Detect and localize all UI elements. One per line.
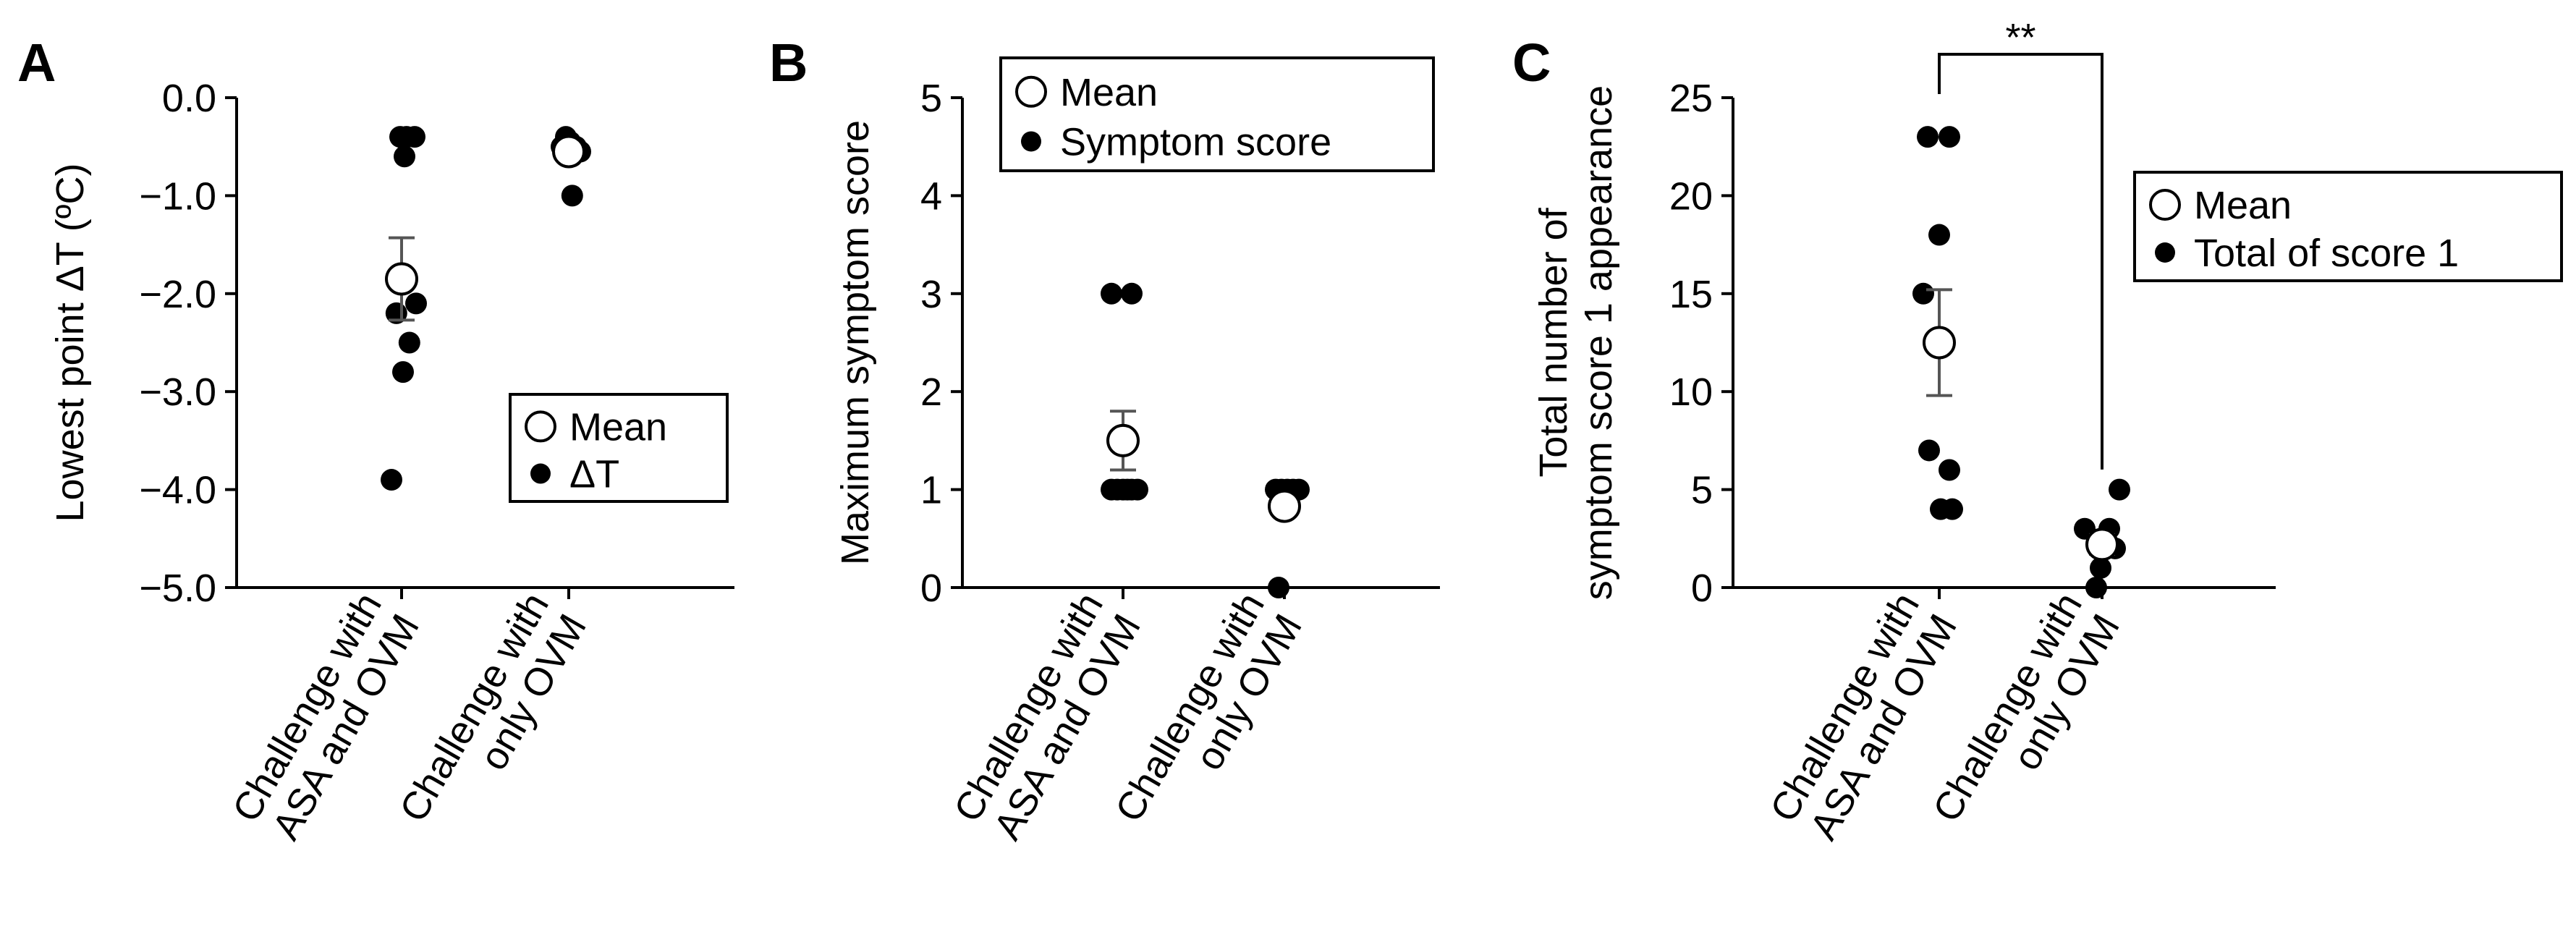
y-tick-label: 3 <box>920 273 942 316</box>
y-axis-label: Lowest point ΔT (ºC) <box>48 164 92 522</box>
legend-mean-label: Mean <box>569 405 667 449</box>
data-point <box>2109 478 2130 501</box>
y-tick-label: 0 <box>1691 567 1713 610</box>
legend-point-marker <box>530 463 551 484</box>
data-point <box>392 361 414 383</box>
y-tick-label: 4 <box>920 174 942 218</box>
data-point <box>1268 577 1289 598</box>
data-point <box>1912 282 1934 305</box>
mean-marker <box>1923 326 1956 360</box>
legend-mean-marker <box>2149 189 2181 221</box>
y-tick-label: −5.0 <box>139 567 216 610</box>
y-axis-label-line: Total number of <box>1532 207 1575 477</box>
legend-mean-marker <box>525 410 556 443</box>
legend-point-marker <box>1021 131 1041 152</box>
legend-point-marker <box>2155 242 2175 263</box>
y-tick-label: 20 <box>1669 174 1713 218</box>
panel-label: B <box>769 33 808 93</box>
panel-label: A <box>17 33 56 93</box>
legend: Mean Symptom score <box>999 56 1435 172</box>
data-point <box>1917 126 1939 148</box>
y-tick-label: 5 <box>1691 469 1713 512</box>
y-tick-label: 5 <box>920 77 942 120</box>
data-point <box>1939 126 1960 148</box>
data-point <box>398 331 420 354</box>
y-tick-label: 0.0 <box>162 77 216 120</box>
y-tick-label: −4.0 <box>139 469 216 512</box>
mean-marker <box>1268 489 1301 523</box>
mean-marker <box>2085 527 2119 562</box>
data-point <box>1101 282 1122 305</box>
y-tick-label: 25 <box>1669 77 1713 120</box>
mean-marker <box>1106 423 1140 457</box>
data-point <box>1928 224 1950 246</box>
legend-point-label: ΔT <box>569 453 619 496</box>
y-axis-label-line: Lowest point ΔT (ºC) <box>48 164 92 522</box>
y-tick-label: −3.0 <box>139 370 216 414</box>
x-tick-label: Challenge withonly OVM <box>391 585 595 851</box>
data-point <box>404 126 425 148</box>
significance-bracket <box>1938 53 2103 470</box>
legend-box <box>999 56 1435 172</box>
data-point <box>381 469 402 491</box>
legend-mean-label: Mean <box>2194 184 2292 227</box>
legend: Mean Total of score 1 <box>2133 171 2563 282</box>
y-axis-label-line: Maximum symptom score <box>834 120 877 565</box>
significance-label: ** <box>2005 16 2035 59</box>
data-point <box>1121 282 1143 305</box>
panel-label: C <box>1512 33 1551 93</box>
legend-point-label: Symptom score <box>1060 120 1331 164</box>
legend-mean-marker <box>1015 75 1047 108</box>
data-point <box>1939 459 1960 481</box>
data-point <box>2090 556 2111 579</box>
y-tick-label: 15 <box>1669 273 1713 316</box>
data-point <box>1918 439 1940 462</box>
panel-A: A0.0−1.0−2.0−3.0−4.0−5.0 Challenge withAS… <box>17 33 734 851</box>
data-point <box>1941 498 1963 520</box>
legend-point-label: Total of score 1 <box>2194 232 2459 275</box>
y-tick-label: −1.0 <box>139 174 216 218</box>
legend-mean-label: Mean <box>1060 71 1158 114</box>
data-point <box>394 145 415 168</box>
legend-box <box>2133 171 2563 282</box>
y-tick-label: −2.0 <box>139 273 216 316</box>
y-tick-label: 2 <box>920 370 942 414</box>
y-tick-label: 0 <box>920 567 942 610</box>
data-point <box>1127 478 1148 501</box>
y-axis-label: Total number ofsymptom score 1 appearanc… <box>1532 85 1620 600</box>
mean-marker <box>385 262 418 296</box>
y-axis-label: Maximum symptom score <box>834 120 877 565</box>
y-tick-label: 1 <box>920 469 942 512</box>
data-point <box>2085 577 2107 598</box>
y-tick-label: 10 <box>1669 370 1713 414</box>
data-point <box>405 292 427 315</box>
y-axis-label-line: symptom score 1 appearance <box>1577 85 1620 600</box>
mean-marker <box>552 135 585 169</box>
data-point <box>561 185 583 207</box>
